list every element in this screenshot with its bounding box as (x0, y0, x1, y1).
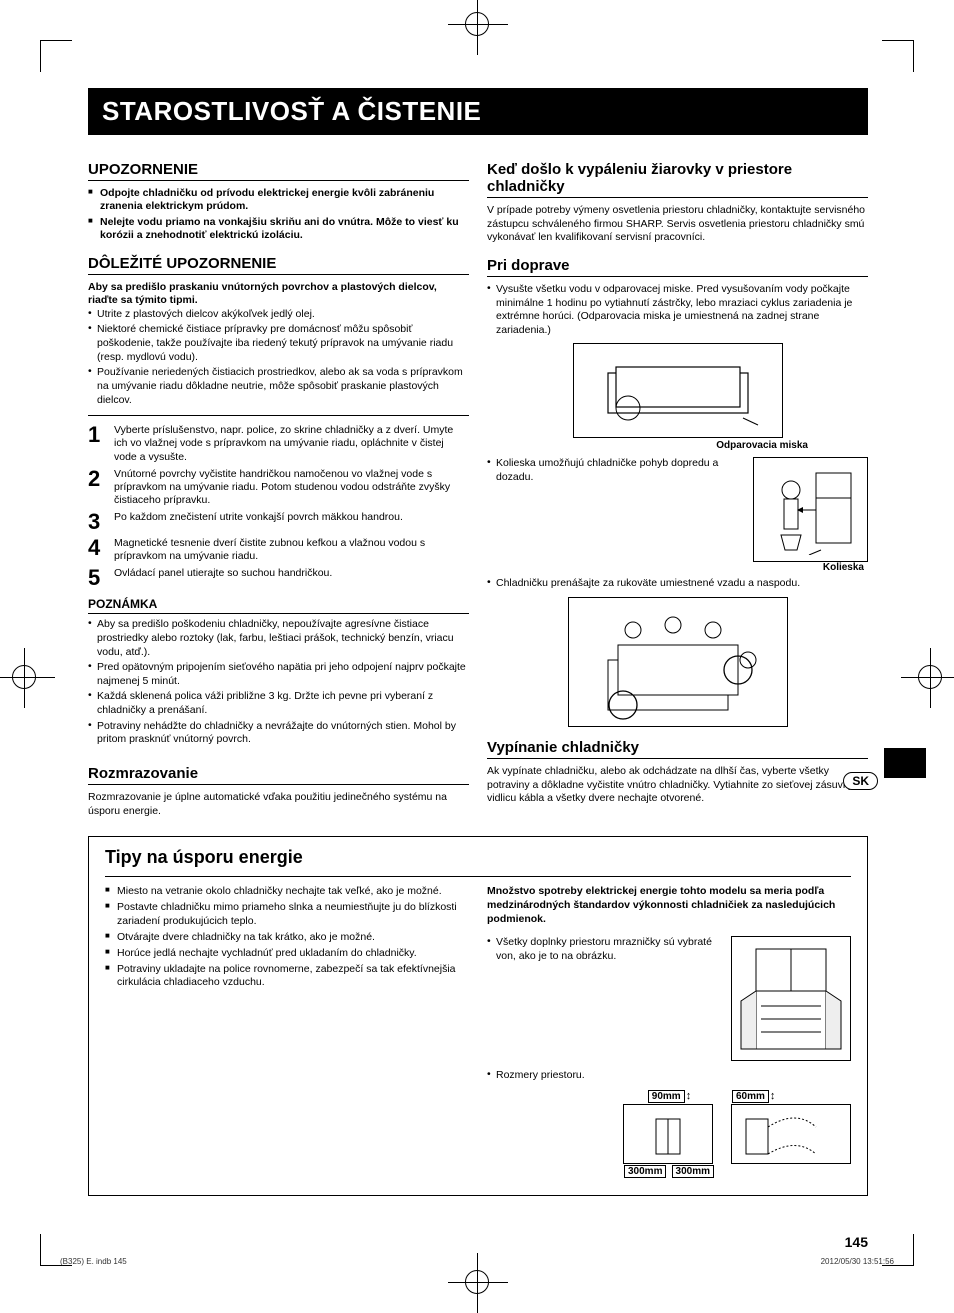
language-badge: SK (843, 772, 878, 790)
pozn-item: Každá sklenená polica váži približne 3 k… (88, 690, 469, 717)
tips-box: Tipy na úsporu energie Miesto na vetrani… (88, 836, 868, 1196)
heading-upozornenie: UPOZORNENIE (88, 161, 469, 181)
heading-doprava: Pri doprave (487, 257, 868, 277)
illustration-evaporator-tray (573, 343, 783, 438)
step-text: Po každom znečistení utrite vonkajší pov… (114, 511, 469, 533)
dolezite-item: Utrite z plastových dielcov akýkoľvek je… (88, 308, 469, 322)
page-content: STAROSTLIVOSŤ A ČISTENIE SK UPOZORNENIE … (88, 88, 868, 1228)
right-column: Keď došlo k vypáleniu žiarovky v priesto… (487, 149, 868, 822)
tips-heading: Tipy na úsporu energie (105, 847, 851, 868)
heading-rozmraz: Rozmrazovanie (88, 765, 469, 785)
tips-right-item: Rozmery priestoru. (487, 1069, 585, 1083)
heading-poznamka: POZNÁMKA (88, 597, 469, 614)
illustration-carry (568, 597, 788, 727)
step-number: 1 (88, 424, 108, 463)
step-number: 3 (88, 511, 108, 533)
divider (88, 415, 469, 416)
heading-dolezite: DÔLEŽITÉ UPOZORNENIE (88, 255, 469, 275)
step-text: Ovládací panel utierajte so suchou handr… (114, 567, 469, 589)
tip-item: Otvárajte dvere chladničky na tak krátko… (105, 931, 469, 944)
step-row: 1Vyberte príslušenstvo, napr. police, zo… (88, 424, 469, 463)
illustration-dimensions-side: 60mm↕ (731, 1089, 851, 1179)
crop-mark-tl (40, 40, 72, 72)
step-number: 2 (88, 468, 108, 507)
page-title: STAROSTLIVOSŤ A ČISTENIE (88, 88, 868, 135)
heading-vypinanie: Vypínanie chladničky (487, 739, 868, 759)
step-text: Magnetické tesnenie dverí čistite zubnou… (114, 537, 469, 563)
warn-item: Odpojte chladničku od prívodu elektricke… (88, 187, 469, 213)
crop-mark-tr (882, 40, 914, 72)
pozn-item: Pred opätovným pripojením sieťového napä… (88, 661, 469, 688)
pozn-item: Potraviny nehádžte do chladničky a nevrá… (88, 720, 469, 747)
doprava-item: Kolieska umožňujú chladničke pohyb dopre… (487, 457, 868, 484)
dolezite-item: Niektoré chemické čistiace prípravky pre… (88, 323, 469, 364)
pozn-item: Aby sa predišlo poškodeniu chladničky, n… (88, 618, 469, 659)
registration-mark-left (12, 665, 36, 689)
registration-mark-bottom (465, 1270, 489, 1294)
step-text: Vnútorné povrchy vyčistite handričkou na… (114, 468, 469, 507)
divider (105, 876, 851, 877)
tip-item: Postavte chladničku mimo priameho slnka … (105, 901, 469, 927)
heading-bulb: Keď došlo k vypáleniu žiarovky v priesto… (487, 161, 868, 198)
doprava-item: Vysušte všetku vodu v odparovacej miske.… (487, 283, 868, 338)
vypinanie-text: Ak vypínate chladničku, alebo ak odchádz… (487, 765, 868, 806)
step-row: 4Magnetické tesnenie dverí čistite zubno… (88, 537, 469, 563)
rozmraz-text: Rozmrazovanie je úplne automatické vďaka… (88, 791, 469, 818)
step-row: 2Vnútorné povrchy vyčistite handričkou n… (88, 468, 469, 507)
dolezite-item: Používanie neriedených čistiacich prostr… (88, 366, 469, 407)
dim-label: 60mm (732, 1090, 769, 1103)
footer-right: 2012/05/30 13:51:56 (821, 1257, 894, 1266)
step-number: 5 (88, 567, 108, 589)
dim-label: 90mm (648, 1090, 685, 1103)
step-row: 3 Po každom znečistení utrite vonkajší po… (88, 511, 469, 533)
step-row: 5 Ovládací panel utierajte so suchou hand… (88, 567, 469, 589)
doprava-item: Chladničku prenášajte za rukoväte umiest… (487, 577, 868, 591)
language-tab (884, 748, 926, 778)
step-number: 4 (88, 537, 108, 563)
dim-label: 300mm (624, 1165, 666, 1178)
caption-evaporator: Odparovacia miska (487, 440, 808, 451)
bulb-text: V prípade potreby výmeny osvetlenia prie… (487, 204, 868, 245)
tip-item: Miesto na vetranie okolo chladničky nech… (105, 885, 469, 898)
registration-mark-right (918, 665, 942, 689)
tip-item: Potraviny ukladajte na police rovnomerne… (105, 963, 469, 989)
registration-mark-top (465, 12, 489, 36)
tip-item: Horúce jedlá nechajte vychladnúť pred uk… (105, 947, 469, 960)
caption-casters: Kolieska (487, 562, 868, 573)
dim-label: 300mm (672, 1165, 714, 1178)
illustration-dimensions-top: 90mm↕ 300mm 300mm (623, 1089, 715, 1179)
dolezite-intro: Aby sa predišlo praskaniu vnútorných pov… (88, 281, 469, 308)
warn-item: Nelejte vodu priamo na vonkajšiu skriňu … (88, 216, 469, 242)
left-column: UPOZORNENIE Odpojte chladničku od prívod… (88, 149, 469, 822)
tips-right-item: Všetky doplnky priestoru mrazničky sú vy… (487, 936, 851, 963)
page-number: 145 (845, 1234, 868, 1250)
footer-left: (B325) E. indb 145 (60, 1257, 127, 1266)
tips-right-intro: Množstvo spotreby elektrickej energie to… (487, 885, 851, 926)
step-text: Vyberte príslušenstvo, napr. police, zo … (114, 424, 469, 463)
